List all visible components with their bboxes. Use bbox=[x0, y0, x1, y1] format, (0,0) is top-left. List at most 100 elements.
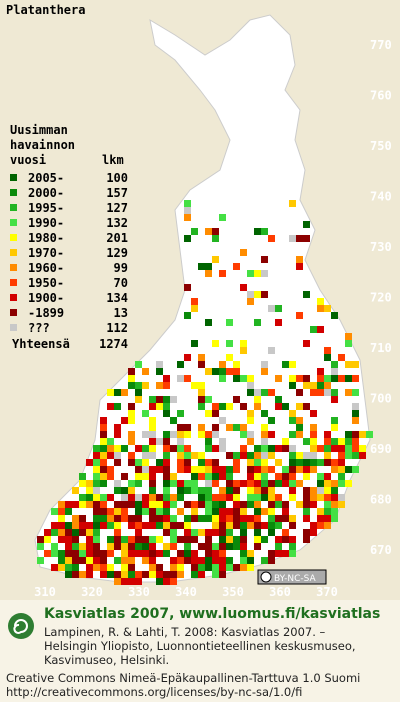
observation-square bbox=[163, 466, 170, 473]
observation-square bbox=[170, 515, 177, 522]
total-label: Yhteensä bbox=[12, 337, 70, 351]
observation-square bbox=[100, 501, 107, 508]
observation-square bbox=[296, 424, 303, 431]
observation-square bbox=[128, 487, 135, 494]
observation-square bbox=[310, 522, 317, 529]
observation-square bbox=[324, 354, 331, 361]
observation-square bbox=[240, 445, 247, 452]
observation-square bbox=[268, 515, 275, 522]
observation-square bbox=[268, 522, 275, 529]
observation-square bbox=[79, 494, 86, 501]
legend-period: 1990- bbox=[28, 216, 64, 230]
observation-square bbox=[128, 431, 135, 438]
legend-period: 1980- bbox=[28, 231, 64, 245]
observation-square bbox=[310, 487, 317, 494]
observation-square bbox=[247, 438, 254, 445]
observation-square bbox=[93, 473, 100, 480]
observation-square bbox=[282, 438, 289, 445]
observation-square bbox=[184, 207, 191, 214]
observation-square bbox=[345, 452, 352, 459]
observation-square bbox=[261, 508, 268, 515]
observation-square bbox=[114, 578, 121, 585]
observation-square bbox=[135, 445, 142, 452]
citation: Helsingin Yliopisto, Luonnontieteellinen… bbox=[44, 639, 356, 653]
observation-square bbox=[205, 410, 212, 417]
grid-labels: 310 320 330 340 350 360 370 670 680 690 700 710 720 7… bbox=[34, 38, 392, 599]
observation-square bbox=[226, 466, 233, 473]
observation-square bbox=[100, 473, 107, 480]
y-grid-label: 720 bbox=[370, 291, 392, 305]
observation-square bbox=[170, 445, 177, 452]
observation-square bbox=[310, 466, 317, 473]
observation-square bbox=[149, 480, 156, 487]
observation-square bbox=[121, 536, 128, 543]
observation-square bbox=[170, 536, 177, 543]
observation-square bbox=[191, 228, 198, 235]
observation-square bbox=[149, 557, 156, 564]
observation-square bbox=[79, 557, 86, 564]
observation-square bbox=[93, 522, 100, 529]
observation-square bbox=[79, 515, 86, 522]
observation-square bbox=[233, 424, 240, 431]
observation-square bbox=[100, 515, 107, 522]
observation-square bbox=[163, 501, 170, 508]
observation-square bbox=[212, 459, 219, 466]
observation-square bbox=[121, 389, 128, 396]
observation-square bbox=[261, 256, 268, 263]
x-grid-label: 330 bbox=[128, 585, 150, 599]
observation-square bbox=[219, 487, 226, 494]
observation-square bbox=[135, 459, 142, 466]
observation-square bbox=[114, 459, 121, 466]
observation-square bbox=[254, 270, 261, 277]
observation-square bbox=[289, 515, 296, 522]
observation-square bbox=[303, 466, 310, 473]
observation-square bbox=[128, 480, 135, 487]
observation-square bbox=[289, 375, 296, 382]
observation-square bbox=[352, 410, 359, 417]
observation-square bbox=[345, 445, 352, 452]
observation-square bbox=[156, 438, 163, 445]
observation-square bbox=[170, 431, 177, 438]
observation-square bbox=[331, 396, 338, 403]
observation-square bbox=[219, 375, 226, 382]
observation-square bbox=[240, 403, 247, 410]
y-grid-label: 710 bbox=[370, 341, 392, 355]
observation-square bbox=[219, 368, 226, 375]
observation-square bbox=[58, 522, 65, 529]
observation-square bbox=[282, 480, 289, 487]
observation-square bbox=[142, 536, 149, 543]
observation-square bbox=[212, 529, 219, 536]
observation-square bbox=[72, 536, 79, 543]
observation-square bbox=[177, 564, 184, 571]
observation-square bbox=[107, 466, 114, 473]
observation-square bbox=[219, 270, 226, 277]
observation-square bbox=[184, 536, 191, 543]
y-grid-label: 770 bbox=[370, 38, 392, 52]
observation-square bbox=[275, 515, 282, 522]
observation-square bbox=[324, 508, 331, 515]
observation-square bbox=[352, 361, 359, 368]
legend: Uusimman havainnon vuosi lkm 2005- 100 200… bbox=[10, 123, 128, 351]
observation-square bbox=[282, 501, 289, 508]
legend-count: 13 bbox=[114, 306, 128, 320]
observation-square bbox=[121, 557, 128, 564]
observation-square bbox=[205, 445, 212, 452]
observation-square bbox=[177, 571, 184, 578]
observation-square bbox=[79, 473, 86, 480]
observation-square bbox=[191, 571, 198, 578]
observation-square bbox=[317, 375, 324, 382]
observation-square bbox=[219, 557, 226, 564]
observation-square bbox=[261, 494, 268, 501]
badge-text: BY-NC-SA bbox=[274, 574, 317, 584]
observation-square bbox=[240, 249, 247, 256]
observation-square bbox=[212, 256, 219, 263]
observation-square bbox=[156, 515, 163, 522]
observation-square bbox=[149, 571, 156, 578]
observation-square bbox=[170, 417, 177, 424]
observation-square bbox=[100, 452, 107, 459]
legend-heading: havainnon bbox=[10, 138, 75, 152]
observation-square bbox=[352, 438, 359, 445]
y-grid-label: 690 bbox=[370, 442, 392, 456]
observation-square bbox=[338, 375, 345, 382]
observation-square bbox=[198, 361, 205, 368]
